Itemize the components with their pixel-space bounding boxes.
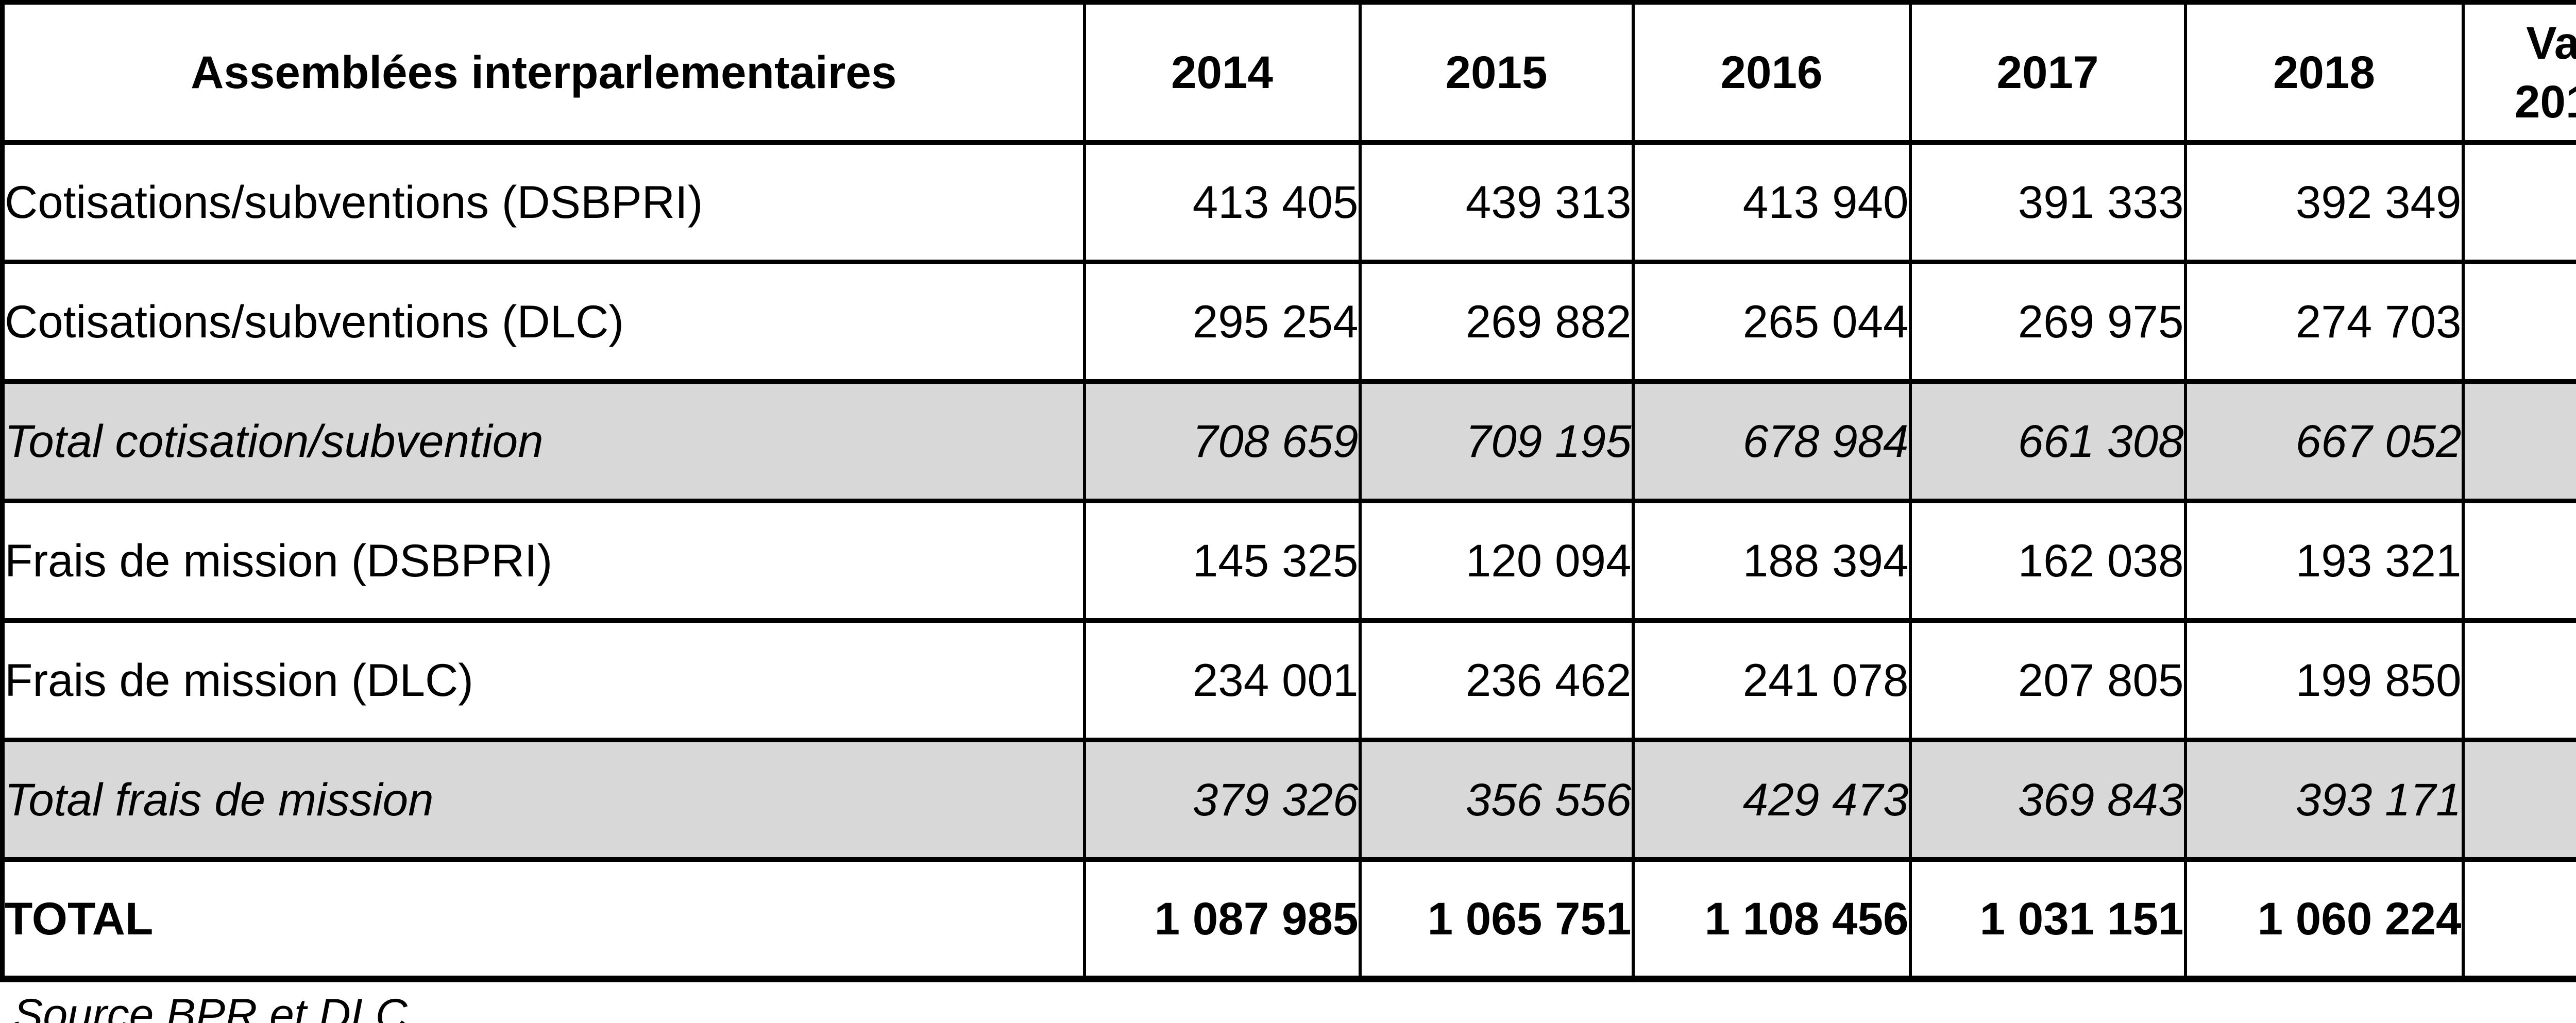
year-value-2015: 120 094 <box>1358 499 1635 623</box>
year-value-2018: 199 850 <box>2183 618 2465 742</box>
year-value-2018: 392 349 <box>2183 140 2465 264</box>
source-note: Source BPR et DLC <box>13 990 408 1023</box>
year-value-2014: 295 254 <box>1082 260 1362 384</box>
header-year-2018: 2018 <box>2183 0 2465 145</box>
header-variation-line2: 2018/2017 <box>2514 75 2576 127</box>
year-value-2018: 274 703 <box>2183 260 2465 384</box>
variation-value: 0,87% <box>2461 379 2576 503</box>
table-row-cotisations-dlc: Cotisations/subventions (DLC) 295 254 26… <box>1 260 2576 384</box>
year-value-2016: 1 108 456 <box>1631 857 1912 982</box>
year-value-2015: 236 462 <box>1358 618 1635 742</box>
year-value-2018: 667 052 <box>2183 379 2465 503</box>
year-value-2018: 1 060 224 <box>2183 857 2465 982</box>
year-value-2016: 413 940 <box>1631 140 1912 264</box>
year-value-2014: 413 405 <box>1082 140 1362 264</box>
variation-value: 19,31% <box>2461 499 2576 623</box>
year-value-2015: 1 065 751 <box>1358 857 1635 982</box>
year-value-2017: 661 308 <box>1908 379 2187 503</box>
variation-value: 1,75% <box>2461 260 2576 384</box>
row-label: Cotisations/subventions (DLC) <box>1 260 1086 384</box>
year-value-2015: 269 882 <box>1358 260 1635 384</box>
year-value-2014: 379 326 <box>1082 738 1362 862</box>
row-label: Frais de mission (DLC) <box>1 618 1086 742</box>
variation-value: -3,83% <box>2461 618 2576 742</box>
table-row-total-frais: Total frais de mission 379 326 356 556 4… <box>1 738 2576 862</box>
header-year-2014: 2014 <box>1082 0 1362 145</box>
header-year-2016: 2016 <box>1631 0 1912 145</box>
row-label: Total frais de mission <box>1 738 1086 862</box>
year-value-2016: 241 078 <box>1631 618 1912 742</box>
row-label: Frais de mission (DSBPRI) <box>1 499 1086 623</box>
year-value-2015: 356 556 <box>1358 738 1635 862</box>
table-row-cotisations-dsbpri: Cotisations/subventions (DSBPRI) 413 405… <box>1 140 2576 264</box>
year-value-2016: 429 473 <box>1631 738 1912 862</box>
year-value-2017: 391 333 <box>1908 140 2187 264</box>
variation-value: 2,82% <box>2461 857 2576 982</box>
variation-value: 6,31% <box>2461 738 2576 862</box>
table-row-grand-total: TOTAL 1 087 985 1 065 751 1 108 456 1 03… <box>1 857 2576 982</box>
year-value-2017: 207 805 <box>1908 618 2187 742</box>
year-value-2015: 709 195 <box>1358 379 1635 503</box>
header-year-2017: 2017 <box>1908 0 2187 145</box>
year-value-2017: 162 038 <box>1908 499 2187 623</box>
year-value-2018: 393 171 <box>2183 738 2465 862</box>
year-value-2014: 1 087 985 <box>1082 857 1362 982</box>
year-value-2016: 678 984 <box>1631 379 1912 503</box>
year-value-2017: 269 975 <box>1908 260 2187 384</box>
year-value-2014: 234 001 <box>1082 618 1362 742</box>
row-label: Cotisations/subventions (DSBPRI) <box>1 140 1086 264</box>
year-value-2018: 193 321 <box>2183 499 2465 623</box>
row-label: Total cotisation/subvention <box>1 379 1086 503</box>
table-row-frais-dsbpri: Frais de mission (DSBPRI) 145 325 120 09… <box>1 499 2576 623</box>
row-label: TOTAL <box>1 857 1086 982</box>
year-value-2016: 265 044 <box>1631 260 1912 384</box>
year-value-2014: 708 659 <box>1082 379 1362 503</box>
header-variation: Variation 2018/2017 <box>2461 0 2576 145</box>
table-row-frais-dlc: Frais de mission (DLC) 234 001 236 462 2… <box>1 618 2576 742</box>
header-variation-line1: Variation <box>2526 16 2576 69</box>
year-value-2016: 188 394 <box>1631 499 1912 623</box>
table-row-total-cotisation: Total cotisation/subvention 708 659 709 … <box>1 379 2576 503</box>
year-value-2014: 145 325 <box>1082 499 1362 623</box>
year-value-2017: 369 843 <box>1908 738 2187 862</box>
budget-table: Assemblées interparlementaires 2014 2015… <box>0 0 2576 982</box>
table-header-row: Assemblées interparlementaires 2014 2015… <box>1 0 2576 145</box>
header-assemblies-label: Assemblées interparlementaires <box>1 0 1086 145</box>
variation-value: 0,26% <box>2461 140 2576 264</box>
year-value-2017: 1 031 151 <box>1908 857 2187 982</box>
year-value-2015: 439 313 <box>1358 140 1635 264</box>
header-year-2015: 2015 <box>1358 0 1635 145</box>
